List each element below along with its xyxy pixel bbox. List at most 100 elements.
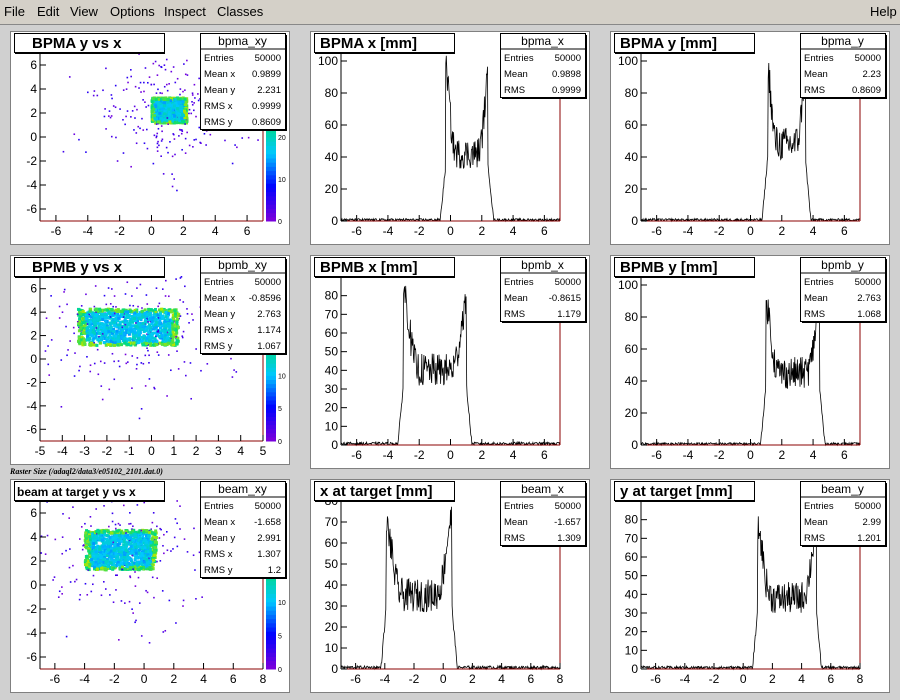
x-tick-label: -6	[351, 448, 362, 462]
scatter-point	[132, 568, 134, 570]
scatter-point	[177, 111, 181, 115]
stats-value: 1.067	[257, 341, 281, 352]
scatter-point	[109, 116, 112, 119]
scatter-point	[97, 373, 100, 376]
scatter-point	[173, 309, 177, 313]
scatter-point	[116, 340, 120, 344]
pad-bpmb-y[interactable]: -6 -4 -2 0 2 4 6 0 20 40 60 80 100 BPMB y [mm] bpmb_y E…	[610, 255, 890, 469]
scatter-point	[179, 104, 183, 108]
x-tick-label: 2	[478, 448, 485, 462]
scatter-point	[157, 102, 161, 106]
menu-inspect[interactable]: Inspect	[164, 4, 206, 19]
scatter-point	[150, 100, 154, 104]
scatter-point	[87, 568, 91, 572]
scatter-point	[99, 360, 102, 363]
scatter-point	[73, 375, 76, 377]
scatter-point	[172, 317, 176, 321]
scatter-point	[129, 542, 133, 546]
scatter-point	[104, 560, 108, 564]
scatter-point	[153, 551, 157, 555]
scatter-point	[156, 560, 158, 563]
scatter-point	[147, 318, 151, 322]
stats-key: Entries	[204, 277, 234, 288]
scatter-point	[105, 550, 109, 554]
scatter-point	[86, 312, 90, 316]
scatter-point	[66, 354, 68, 357]
scatter-point	[68, 76, 71, 78]
menu-help[interactable]: Help	[870, 4, 897, 19]
scatter-point	[160, 155, 162, 158]
scatter-point	[163, 116, 167, 120]
scatter-point	[162, 336, 166, 340]
scatter-point	[152, 309, 156, 313]
pad-beam-y[interactable]: -6 -4 -2 0 2 4 6 8 0 10 20 30 40 50 60 70 80 y at target …	[610, 479, 890, 693]
scatter-point	[130, 69, 132, 71]
scatter-point	[134, 341, 138, 345]
scatter-point	[72, 326, 75, 329]
scatter-point	[103, 312, 107, 316]
menu-file[interactable]: File	[4, 4, 25, 19]
scatter-point	[109, 303, 112, 305]
scatter-point	[141, 554, 145, 558]
scatter-point	[120, 310, 124, 314]
y-tick-label: 0	[30, 578, 37, 592]
scatter-point	[122, 540, 126, 544]
pad-beam-x[interactable]: -6-4-20246801020304050607080x at target …	[310, 479, 590, 693]
scatter-point	[99, 326, 103, 330]
scatter-point	[87, 547, 91, 551]
scatter-point	[125, 532, 127, 534]
stats-value: 2.763	[257, 309, 281, 320]
stats-name: bpma_y	[821, 34, 864, 48]
scatter-point	[65, 325, 67, 328]
menu-view[interactable]: View	[70, 4, 98, 19]
menu-options[interactable]: Options	[110, 4, 155, 19]
scatter-point	[178, 97, 182, 101]
scatter-point	[174, 117, 178, 121]
scatter-point	[88, 563, 92, 567]
menu-edit[interactable]: Edit	[37, 4, 60, 19]
scatter-point	[148, 566, 152, 570]
scatter-point	[152, 62, 155, 65]
scatter-point	[157, 317, 159, 319]
scatter-point	[163, 330, 167, 334]
scatter-point	[117, 360, 120, 362]
scatter-point	[116, 331, 120, 335]
scatter-point	[46, 534, 49, 537]
menu-classes[interactable]: Classes	[217, 4, 264, 19]
scatter-point	[126, 327, 130, 331]
palette-segment	[266, 379, 276, 385]
palette-segment	[266, 200, 276, 205]
scatter-point	[111, 288, 113, 290]
scatter-point	[134, 545, 138, 549]
pad-bpma-x[interactable]: -6 -4 -2 0 2 4 6 0 20 40 60 80 100 BPMA x [mm] bpma_x E…	[310, 31, 590, 245]
scatter-point	[155, 317, 159, 321]
scatter-point	[199, 98, 201, 100]
scatter-point	[134, 334, 138, 338]
pad-bpmb-x[interactable]: -6 -4 -2 0 2 4 6 0 10 20 30 40 50 60 70 80 BPMB x [mm] bp…	[310, 255, 590, 469]
scatter-point	[174, 98, 178, 102]
scatter-point	[156, 351, 159, 353]
x-tick-label: 4	[237, 444, 244, 458]
scatter-point	[89, 320, 93, 324]
scatter-point	[148, 549, 152, 553]
scatter-point	[103, 568, 107, 572]
scatter-point	[166, 100, 170, 104]
scatter-point	[108, 333, 112, 337]
scatter-point	[160, 328, 164, 332]
scatter-point	[126, 554, 130, 558]
scatter-point	[161, 288, 164, 290]
pad-bpma-y[interactable]: -6 -4 -2 0 2 4 6 0 20 40 60 80 100 BPMA y [mm] bpma_y E…	[610, 31, 890, 245]
scatter-point	[179, 88, 182, 90]
scatter-point	[94, 307, 98, 311]
scatter-point	[94, 335, 98, 339]
scatter-point	[110, 331, 114, 335]
scatter-point	[110, 135, 113, 138]
palette-segment	[266, 367, 276, 372]
x-tick-label: -4	[683, 224, 694, 238]
scatter-point	[95, 564, 99, 568]
scatter-point	[170, 118, 174, 122]
